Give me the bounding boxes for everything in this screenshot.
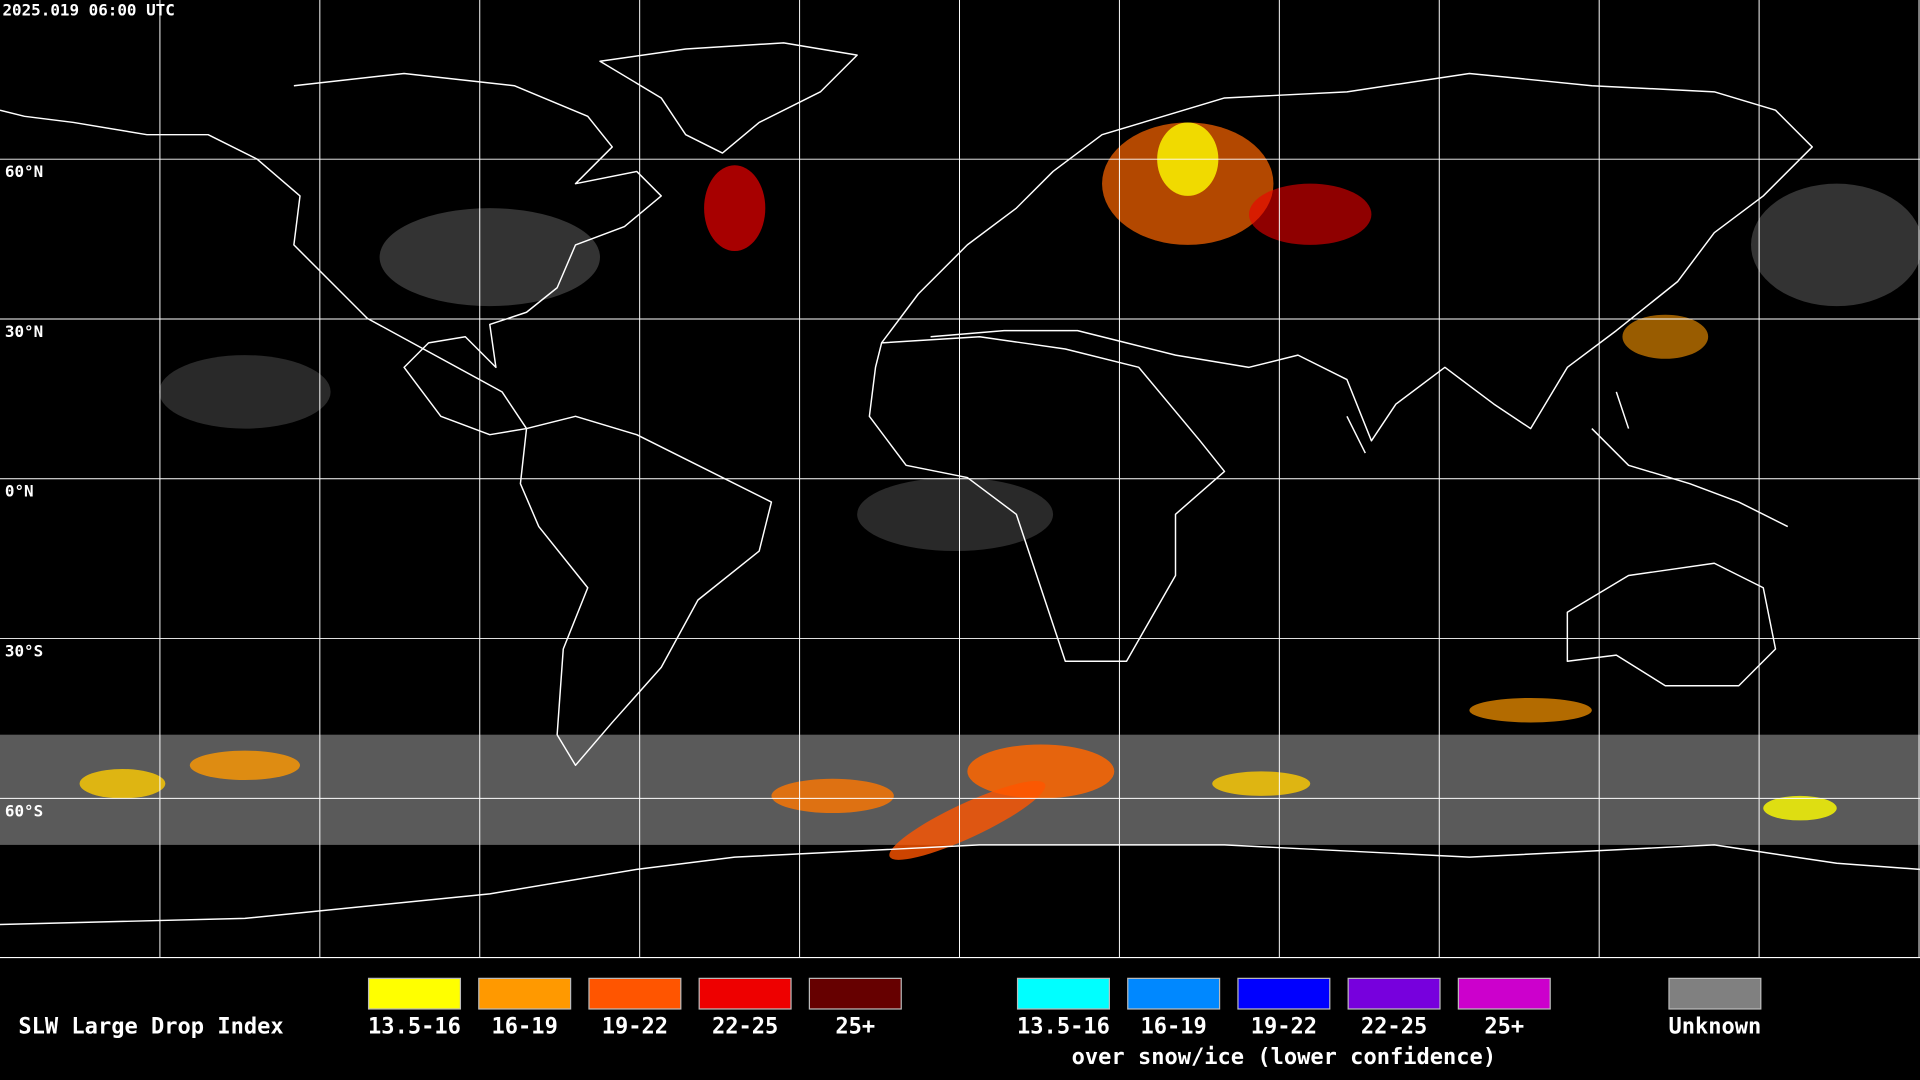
legend-label: 25+ [835, 1014, 875, 1039]
legend-background [0, 957, 1920, 1080]
legend-label: 13.5-16 [368, 1014, 461, 1039]
legend-label: 13.5-16 [1017, 1014, 1110, 1039]
latitude-label: 30°S [5, 642, 43, 661]
legend: 13.5-16 16-19 19-22 22-25 25+ 13.5-16 16-19 19-… [367, 977, 1762, 1070]
legend-swatch [808, 977, 902, 1010]
legend-swatch [1347, 977, 1441, 1010]
legend-swatch [1457, 977, 1551, 1010]
coastlines [0, 42, 1920, 926]
legend-label: 22-25 [712, 1014, 778, 1039]
grid: 60°N 30°N 0°N 30°S 60°S [0, 0, 1920, 958]
legend-label: 25+ [1484, 1014, 1524, 1039]
latitude-label: 60°N [5, 162, 43, 181]
legend-label: 19-22 [1251, 1014, 1317, 1039]
legend-swatch [588, 977, 682, 1010]
legend-label: 16-19 [1141, 1014, 1207, 1039]
legend-swatch [698, 977, 792, 1010]
legend-swatch [1016, 977, 1111, 1010]
legend-label: Unknown [1668, 1014, 1761, 1039]
latitude-label: 30°N [5, 322, 43, 341]
legend-label: 19-22 [602, 1014, 668, 1039]
latitude-label: 60°S [5, 801, 43, 820]
legend-swatch [478, 977, 572, 1010]
legend-label: 22-25 [1361, 1014, 1427, 1039]
legend-title: SLW Large Drop Index [18, 1014, 283, 1039]
legend-swatch [367, 977, 462, 1010]
latitude-label: 0°N [5, 482, 34, 501]
legend-caption: over snow/ice (lower confidence) [1072, 1045, 1496, 1070]
timestamp: 2025.019 06:00 UTC [2, 1, 174, 20]
legend-swatch [1127, 977, 1221, 1010]
legend-swatch [1668, 977, 1762, 1010]
legend-swatch [1237, 977, 1331, 1010]
legend-label: 16-19 [492, 1014, 558, 1039]
